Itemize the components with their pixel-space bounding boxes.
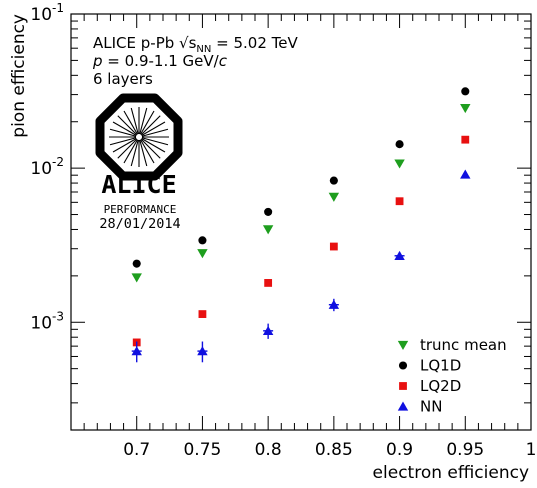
x-axis-title: electron efficiency: [373, 463, 529, 483]
logo-ray: [139, 107, 148, 135]
data-point: [394, 250, 405, 260]
legend-marker-lq1d: [398, 361, 408, 370]
legend-marker-lq2d: [399, 382, 407, 390]
x-tick-label: 0.75: [183, 440, 221, 460]
logo-ray: [140, 139, 155, 164]
data-point: [264, 279, 273, 287]
plot-frame: [70, 13, 532, 431]
data-point: [395, 197, 404, 206]
series-nn: [131, 169, 471, 363]
legend-label-trunc-mean: trunc mean: [420, 336, 507, 354]
data-point: [197, 346, 208, 356]
series-lq1d: [132, 87, 470, 268]
axis-ticks: [70, 13, 532, 431]
tick-labels: 0.7 0.75 0.8 0.85 0.9 0.95 1 10-1 10-2 10-3: [30, 1, 536, 460]
logo-ray: [141, 137, 169, 146]
logo-ray: [141, 121, 166, 136]
logo-ray: [130, 139, 139, 167]
data-point: [461, 87, 470, 96]
logo-ray: [139, 139, 148, 167]
logo-ray: [140, 138, 161, 159]
data-point: [394, 159, 405, 169]
x-tick-label: 0.9: [386, 440, 413, 460]
legend-marker-trunc-mean: [397, 340, 409, 350]
logo-ray: [141, 138, 166, 153]
x-tick-label: 0.7: [123, 440, 150, 460]
logo-ray: [109, 128, 137, 137]
info-line-3: 6 layers: [93, 70, 153, 88]
legend: trunc mean LQ1D LQ2D NN: [397, 336, 507, 416]
data-point: [264, 207, 273, 216]
x-tick-label: 0.8: [255, 440, 282, 460]
info-line-1: ALICE p-Pb √sNN = 5.02 TeV: [93, 34, 299, 55]
data-point: [329, 176, 338, 185]
data-point: [461, 135, 470, 144]
legend-label-lq1d: LQ1D: [420, 357, 461, 375]
logo-ray: [112, 138, 137, 153]
data-point: [262, 225, 274, 235]
logo-ray: [117, 138, 138, 159]
data-point: [460, 169, 471, 179]
data-point: [328, 192, 340, 202]
legend-label-lq2d: LQ2D: [420, 377, 461, 395]
data-point: [197, 249, 208, 259]
logo-date: 28/01/2014: [99, 216, 180, 232]
y-tick-label: 10-3: [30, 309, 64, 333]
logo-ray: [141, 128, 169, 137]
data-point: [132, 259, 141, 268]
logo-subtitle: PERFORMANCE: [104, 203, 177, 216]
x-tick-label: 0.85: [315, 440, 353, 460]
series-trunc-mean: [131, 103, 471, 283]
logo-ray: [140, 110, 155, 135]
data-point: [262, 325, 274, 335]
data-point: [131, 273, 142, 283]
logo-ray: [123, 139, 138, 164]
logo-ray: [117, 115, 138, 136]
legend-label-nn: NN: [420, 398, 442, 416]
alice-logo: ALICE PERFORMANCE 28/01/2014: [95, 93, 183, 232]
y-axis-title: pion efficiency: [9, 14, 29, 138]
logo-ray: [112, 121, 137, 136]
data-point: [460, 103, 471, 114]
legend-marker-nn: [397, 401, 409, 411]
logo-ray: [130, 107, 139, 135]
logo-ray: [109, 137, 137, 146]
y-tick-label: 10-2: [30, 155, 64, 179]
data-point: [198, 310, 207, 318]
logo-word: ALICE: [101, 170, 176, 199]
logo-rays: [109, 107, 169, 167]
data-points: [131, 87, 471, 363]
series-lq2d: [132, 135, 470, 347]
y-tick-label: 10-1: [30, 1, 64, 25]
x-tick-label: 1: [526, 440, 537, 460]
data-point: [395, 140, 404, 149]
data-point: [329, 242, 338, 251]
info-line-2: p = 0.9-1.1 GeV/c: [92, 52, 228, 70]
logo-ray: [140, 115, 161, 136]
data-point: [328, 299, 340, 309]
data-point: [198, 236, 207, 245]
data-point: [131, 346, 142, 356]
x-tick-label: 0.95: [446, 440, 484, 460]
logo-ray: [123, 110, 138, 135]
